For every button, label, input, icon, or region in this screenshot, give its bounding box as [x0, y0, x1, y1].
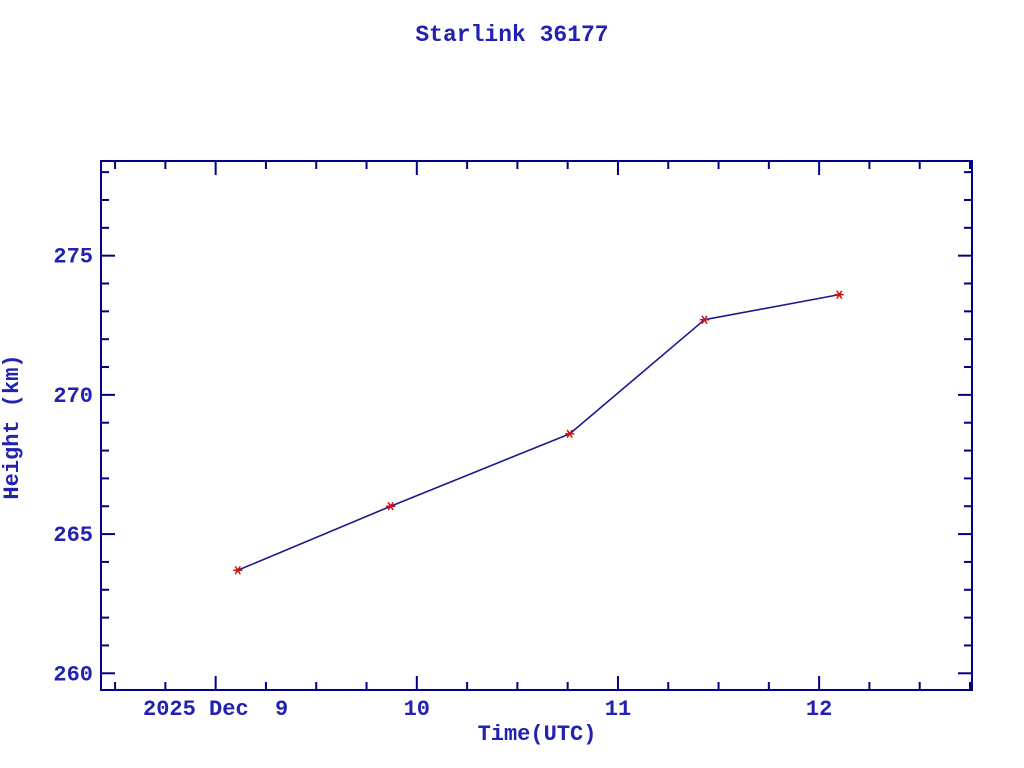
- x-tick-label: 2025 Dec 9: [143, 697, 288, 722]
- x-tick-label: 12: [806, 697, 832, 722]
- axis-ticks: [101, 161, 972, 690]
- data-point-marker: [385, 502, 396, 511]
- marker-dot: [837, 292, 841, 297]
- x-axis-label: Time(UTC): [478, 722, 597, 747]
- y-tick-label: 270: [53, 384, 93, 409]
- marker-dot: [567, 432, 572, 436]
- y-tick-label: 265: [53, 523, 93, 548]
- series-line: [237, 293, 840, 572]
- marker-dot: [702, 318, 707, 322]
- axes-frame: [100, 160, 973, 691]
- data-series: [233, 290, 844, 575]
- y-axis-label: Height (km): [0, 354, 25, 499]
- chart-title: Starlink 36177: [415, 22, 608, 48]
- plot-frame: [100, 160, 973, 691]
- data-point-marker: [699, 315, 710, 324]
- data-point-marker: [834, 290, 844, 299]
- data-point-marker: [233, 566, 243, 575]
- marker-dot: [388, 504, 393, 508]
- x-tick-label: 11: [605, 697, 631, 722]
- y-tick-label: 275: [53, 245, 93, 270]
- marker-dot: [236, 568, 240, 572]
- axis-tick-labels: 2025 Dec 9 10 11 12 260 265 270 275: [53, 245, 832, 722]
- data-point-marker: [564, 429, 575, 439]
- y-tick-label: 260: [53, 662, 93, 687]
- x-tick-label: 10: [404, 697, 430, 722]
